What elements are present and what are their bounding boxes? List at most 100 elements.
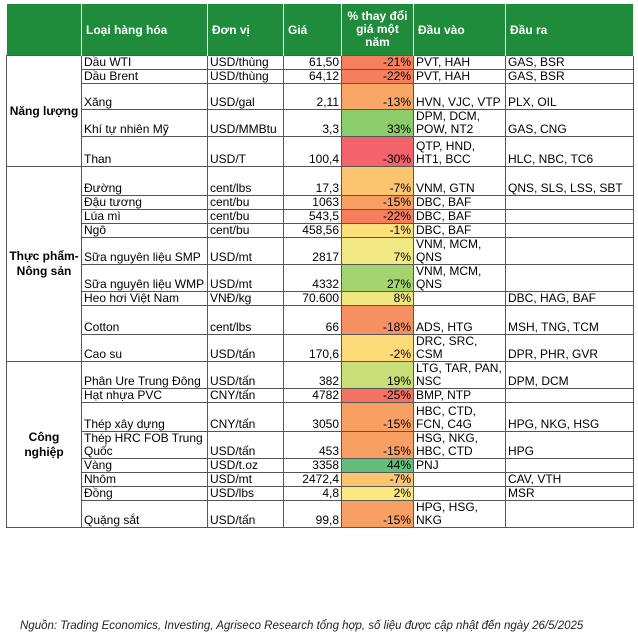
change-cell: 19% xyxy=(341,361,414,389)
table-row: Nhôm USD/mt 2472,4 -7% CAV, VTH xyxy=(7,472,634,487)
price-cell: 99,8 xyxy=(283,500,342,528)
group-label: Năng lượng xyxy=(6,55,82,167)
output-tickers-cell xyxy=(505,500,634,528)
unit-cell: cent/lbs xyxy=(207,166,284,196)
table-row: Sữa nguyên liệu SMP USD/mt 2817 7% VNM, MCM,… xyxy=(7,237,634,265)
input-tickers-cell: QTP, HND, HT1, BCC xyxy=(413,136,506,167)
unit-cell: USD/tấn xyxy=(207,361,284,389)
unit-cell: USD/gal xyxy=(207,83,284,110)
output-tickers-cell: HPG, NKG, HSG xyxy=(505,402,634,432)
product-cell: Lúa mì xyxy=(81,209,208,224)
input-tickers-cell: DBC, BAF xyxy=(413,209,506,224)
output-tickers-cell: DPM, DCM xyxy=(505,361,634,389)
table-row: Thép xây dựng CNY/tấn 3050 -15% HBC, CTD, FC… xyxy=(7,402,634,432)
table-row: Cotton cent/lbs 66 -18% ADS, HTG MSH, TNG, TC… xyxy=(7,305,634,335)
input-tickers-cell: DRC, SRC, CSM xyxy=(413,334,506,362)
table-body: Năng lượng Dầu WTI USD/thùng 61,50 -21% PVT, … xyxy=(6,55,634,528)
input-tickers-cell: HVN, VJC, VTP xyxy=(413,83,506,110)
product-cell: Xăng xyxy=(81,83,208,110)
change-cell: -21% xyxy=(341,55,414,70)
price-cell: 3,3 xyxy=(283,109,342,137)
product-cell: Thép xây dựng xyxy=(81,402,208,432)
output-tickers-cell: GAS, CNG xyxy=(505,109,634,137)
unit-cell: USD/tấn xyxy=(207,334,284,362)
input-tickers-cell: DBC, BAF xyxy=(413,195,506,210)
input-tickers-cell: DBC, BAF xyxy=(413,223,506,238)
product-cell: Nhôm xyxy=(81,472,208,487)
input-tickers-cell xyxy=(413,291,506,306)
unit-cell: CNY/tấn xyxy=(207,402,284,432)
header-product: Loại hàng hóa xyxy=(81,4,208,56)
unit-cell: USD/mt xyxy=(207,264,284,292)
output-tickers-cell: QNS, SLS, LSS, SBT xyxy=(505,166,634,196)
table-row: Khí tự nhiên Mỹ USD/MMBtu 3,3 33% DPM, DCM, … xyxy=(7,109,634,137)
output-tickers-cell: PLX, OIL xyxy=(505,83,634,110)
change-cell: -15% xyxy=(341,431,414,459)
input-tickers-cell: VNM, GTN xyxy=(413,166,506,196)
table-row: Đồng USD/lbs 4,8 2% MSR xyxy=(7,486,634,501)
output-tickers-cell xyxy=(505,209,634,224)
product-cell: Sữa nguyên liệu SMP xyxy=(81,237,208,265)
product-cell: Đậu tương xyxy=(81,195,208,210)
header-unit: Đơn vị xyxy=(207,4,284,56)
price-cell: 170,6 xyxy=(283,334,342,362)
table-row: Dầu Brent USD/thùng 64,12 -22% PVT, HAH GAS, … xyxy=(7,69,634,84)
change-cell: 7% xyxy=(341,237,414,265)
product-cell: Đường xyxy=(81,166,208,196)
output-tickers-cell xyxy=(505,458,634,473)
header-price: Giá xyxy=(283,4,342,56)
product-cell: Cao su xyxy=(81,334,208,362)
input-tickers-cell: PVT, HAH xyxy=(413,69,506,84)
commodity-price-table: Loại hàng hóa Đơn vị Giá % thay đổi giá … xyxy=(6,4,634,528)
price-cell: 66 xyxy=(283,305,342,335)
input-tickers-cell: PVT, HAH xyxy=(413,55,506,70)
change-cell: -13% xyxy=(341,83,414,110)
table-row: Năng lượng Dầu WTI USD/thùng 61,50 -21% PVT, … xyxy=(6,55,634,167)
output-tickers-cell xyxy=(505,223,634,238)
input-tickers-cell xyxy=(413,472,506,487)
price-cell: 453 xyxy=(283,431,342,459)
change-cell: 2% xyxy=(341,486,414,501)
input-tickers-cell: BMP, NTP xyxy=(413,388,506,403)
product-cell: Cotton xyxy=(81,305,208,335)
input-tickers-cell: ADS, HTG xyxy=(413,305,506,335)
table-row: Heo hơi Việt Nam VNĐ/kg 70.600 8% DBC, HAG, … xyxy=(7,291,634,306)
unit-cell: USD/mt xyxy=(207,237,284,265)
table-row: Hạt nhựa PVC CNY/tấn 4782 -25% BMP, NTP xyxy=(7,388,634,403)
output-tickers-cell xyxy=(505,388,634,403)
change-cell: -2% xyxy=(341,334,414,362)
group-label: Thực phẩm-Nông sản xyxy=(6,166,82,362)
output-tickers-cell: DBC, HAG, BAF xyxy=(505,291,634,306)
price-cell: 3358 xyxy=(283,458,342,473)
unit-cell: USD/mt xyxy=(207,472,284,487)
output-tickers-cell: GAS, BSR xyxy=(505,55,634,70)
table-row: Lúa mì cent/bu 543,5 -22% DBC, BAF xyxy=(7,209,634,224)
input-tickers-cell: HSG, NKG, HBC, CTD xyxy=(413,431,506,459)
change-cell: -30% xyxy=(341,136,414,167)
table-row: Ngô cent/bu 458,56 -1% DBC, BAF xyxy=(7,223,634,238)
input-tickers-cell: DPM, DCM, POW, NT2 xyxy=(413,109,506,137)
price-cell: 3050 xyxy=(283,402,342,432)
input-tickers-cell xyxy=(413,486,506,501)
table-row: Thực phẩm-Nông sản Đường cent/lbs 17,3 -7% VN… xyxy=(6,166,634,362)
unit-cell: USD/thùng xyxy=(207,69,284,84)
input-tickers-cell: LTG, TAR, PAN, NSC xyxy=(413,361,506,389)
unit-cell: USD/MMBtu xyxy=(207,109,284,137)
price-cell: 2472,4 xyxy=(283,472,342,487)
product-cell: Hạt nhựa PVC xyxy=(81,388,208,403)
header-group xyxy=(6,4,82,56)
table-row: Quặng sắt USD/tấn 99,8 -15% HPG, HSG, NKG xyxy=(7,500,634,528)
input-tickers-cell: VNM, MCM, QNS xyxy=(413,237,506,265)
table-row: Xăng USD/gal 2,11 -13% HVN, VJC, VTP PLX, OIL xyxy=(7,83,634,110)
price-cell: 61,50 xyxy=(283,55,342,70)
change-cell: -7% xyxy=(341,166,414,196)
input-tickers-cell: HPG, HSG, NKG xyxy=(413,500,506,528)
table-row: Công nghiệp Phân Ure Trung Đông USD/tấn 382… xyxy=(6,361,634,528)
commodity-table-container: Loại hàng hóa Đơn vị Giá % thay đổi giá … xyxy=(6,4,634,528)
price-cell: 17,3 xyxy=(283,166,342,196)
product-cell: Khí tự nhiên Mỹ xyxy=(81,109,208,137)
change-cell: -22% xyxy=(341,209,414,224)
unit-cell: CNY/tấn xyxy=(207,388,284,403)
header-input: Đầu vào xyxy=(413,4,506,56)
change-cell: -7% xyxy=(341,472,414,487)
